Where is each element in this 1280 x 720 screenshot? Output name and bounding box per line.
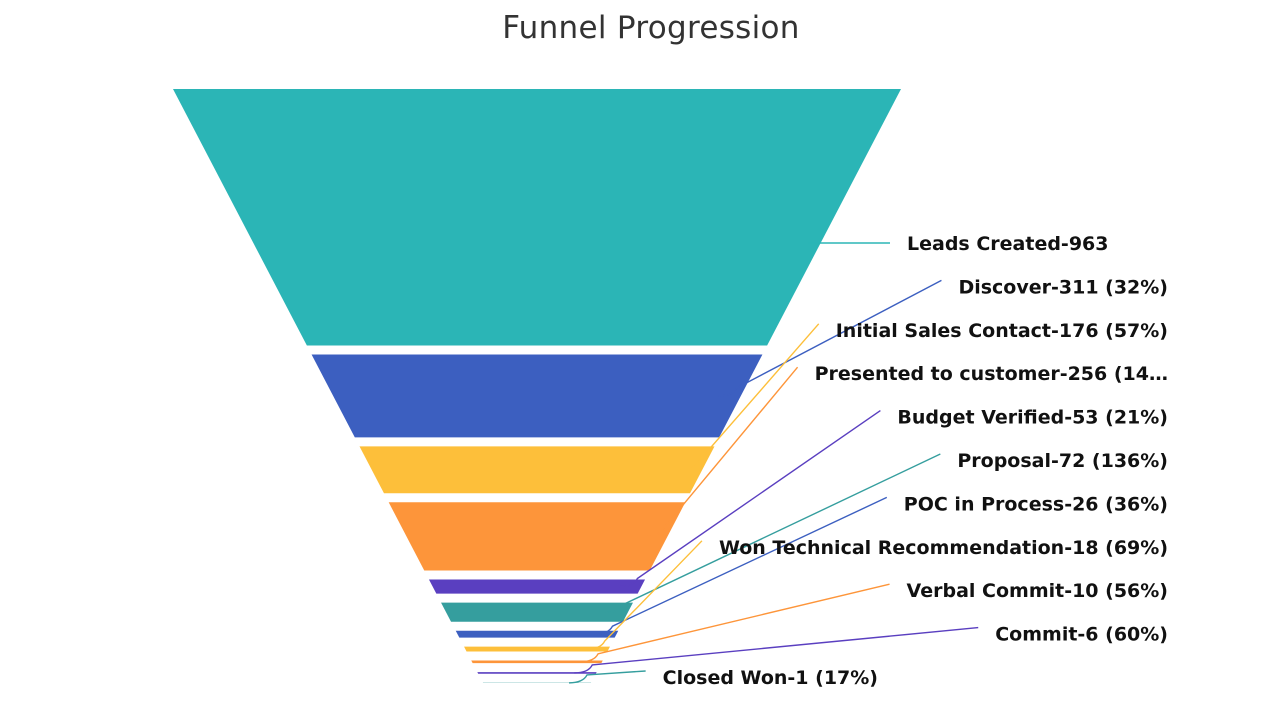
label-connector (574, 626, 979, 674)
stage-label: Commit-6 (60%) (995, 624, 1168, 646)
label-connector (569, 670, 646, 684)
label-connectors (569, 242, 979, 684)
stage-label: Budget Verified-53 (21%) (897, 407, 1168, 429)
funnel-segment (173, 89, 901, 346)
stage-label: Presented to customer-256 (14… (815, 363, 1168, 385)
funnel-segment (311, 354, 763, 438)
funnel-segment (471, 660, 603, 664)
stage-label: Closed Won-1 (17%) (663, 667, 878, 689)
label-connector (580, 583, 890, 663)
label-connector (680, 323, 820, 471)
funnel-segment (441, 602, 633, 622)
funnel-segment (477, 672, 597, 674)
label-connector (586, 540, 703, 650)
stage-label: Proposal-72 (136%) (957, 450, 1168, 472)
funnel-segment (388, 502, 686, 571)
stage-label: Won Technical Recommendation-18 (69%) (719, 537, 1168, 559)
stage-label: POC in Process-26 (36%) (904, 493, 1168, 515)
label-connector (718, 279, 942, 397)
funnel-segment (464, 646, 610, 652)
stage-label: Discover-311 (32%) (958, 276, 1168, 298)
funnel-segment (359, 446, 715, 494)
funnel-segment (455, 630, 619, 638)
label-connector (605, 453, 941, 613)
funnel-segment (428, 579, 646, 594)
label-connector (619, 410, 881, 588)
chart-title: Funnel Progression (502, 10, 800, 46)
label-connector (594, 496, 888, 635)
stage-labels: Leads Created-963 Discover-311 (32%) Initi… (663, 233, 1168, 689)
funnel-segments (173, 89, 901, 683)
stage-label: Leads Created-963 (907, 233, 1108, 255)
stage-label: Verbal Commit-10 (56%) (907, 580, 1168, 602)
stage-label: Initial Sales Contact-176 (57%) (836, 320, 1168, 342)
label-connector (645, 366, 799, 538)
